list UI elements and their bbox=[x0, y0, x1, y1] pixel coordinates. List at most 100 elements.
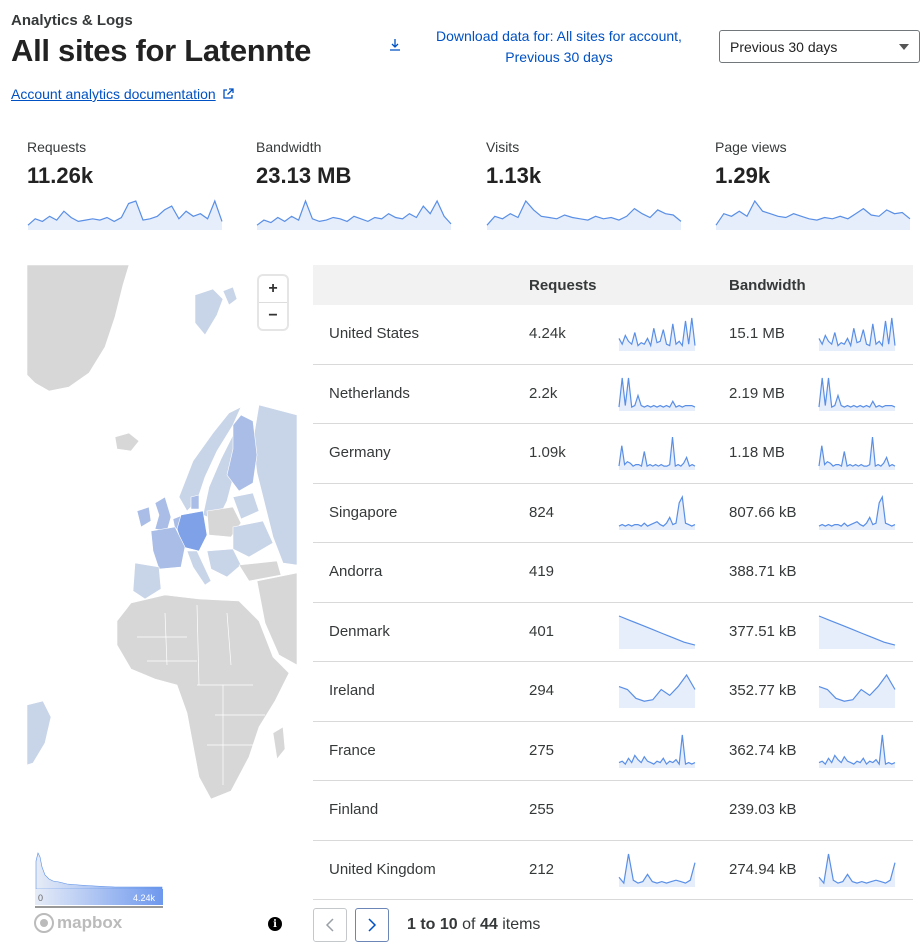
balkans-shape bbox=[206, 548, 242, 578]
info-icon[interactable]: i bbox=[268, 917, 282, 931]
bandwidth-value: 352.77 kB bbox=[729, 682, 797, 699]
sparkline-line bbox=[818, 494, 896, 527]
table-row[interactable]: Netherlands 2.2k 2.19 MB bbox=[313, 365, 913, 424]
germany-shape bbox=[176, 510, 208, 552]
finland-shape bbox=[226, 414, 258, 492]
ukraine-shape bbox=[232, 520, 274, 558]
sparkline-line bbox=[818, 377, 896, 408]
sparkline-line bbox=[818, 673, 896, 702]
stat-label: Requests bbox=[27, 139, 87, 155]
stat-sparkline bbox=[715, 199, 911, 230]
sparkline-line bbox=[818, 317, 896, 348]
stat-value: 11.26k bbox=[27, 163, 94, 188]
stat-value: 1.29k bbox=[715, 163, 771, 188]
zoom-in-button[interactable]: + bbox=[268, 280, 278, 297]
next-page-button[interactable] bbox=[355, 908, 389, 942]
legend-bar bbox=[35, 889, 163, 905]
turkey-shape bbox=[238, 560, 282, 582]
sparkline-area bbox=[819, 675, 895, 708]
country-name: Ireland bbox=[329, 682, 375, 699]
pagination-of: of bbox=[462, 916, 476, 933]
stat-requests: Requests 11.26k bbox=[27, 139, 227, 231]
requests-sparkline bbox=[618, 614, 696, 649]
external-link-icon bbox=[223, 88, 234, 99]
middle-east-shape bbox=[256, 572, 297, 666]
choropleth-map[interactable] bbox=[27, 265, 297, 800]
greenland-shape bbox=[27, 265, 130, 392]
bandwidth-value: 377.51 kB bbox=[729, 622, 797, 640]
table-header: Requests Bandwidth bbox=[313, 265, 913, 305]
world-map-shapes bbox=[27, 265, 297, 800]
legend-max-label: 4.24k bbox=[133, 893, 156, 903]
bandwidth-value: 15.1 MB bbox=[729, 325, 785, 342]
sparkline-line bbox=[618, 853, 696, 885]
account-name: Latennte bbox=[184, 33, 312, 68]
bandwidth-value: 388.71 kB bbox=[729, 563, 797, 580]
download-data-link[interactable]: Download data for: All sites for account… bbox=[436, 28, 682, 65]
sparkline-area bbox=[819, 496, 895, 530]
requests-value: 255 bbox=[529, 801, 555, 818]
table-row[interactable]: Finland 255 239.03 kB bbox=[313, 781, 913, 841]
sparkline-line bbox=[715, 199, 911, 226]
bandwidth-sparkline bbox=[818, 792, 896, 828]
country-name: France bbox=[329, 741, 376, 759]
sparkline-line bbox=[818, 734, 896, 766]
sparkline-line bbox=[618, 494, 696, 527]
bandwidth-sparkline bbox=[818, 853, 896, 887]
country-name: Andorra bbox=[329, 563, 383, 580]
stat-label: Bandwidth bbox=[256, 139, 322, 155]
country-name: United Kingdom bbox=[329, 860, 436, 878]
sparkline-area bbox=[487, 201, 681, 230]
bandwidth-value: 1.18 MB bbox=[729, 444, 785, 461]
requests-sparkline bbox=[618, 436, 696, 470]
requests-value: 401 bbox=[529, 622, 555, 640]
time-range-select[interactable]: Previous 30 days bbox=[719, 30, 920, 63]
requests-value: 2.2k bbox=[529, 384, 558, 402]
requests-sparkline bbox=[618, 494, 696, 530]
sparkline-area bbox=[819, 318, 895, 351]
column-header-bandwidth[interactable]: Bandwidth bbox=[729, 277, 806, 294]
stat-page-views: Page views 1.29k bbox=[715, 139, 915, 231]
table-row[interactable]: United Kingdom 212 274.94 kB bbox=[313, 841, 913, 900]
table-row[interactable]: Denmark 401 377.51 kB bbox=[313, 603, 913, 662]
documentation-link[interactable]: Account analytics documentation bbox=[11, 86, 234, 102]
requests-value: 294 bbox=[529, 682, 555, 699]
bandwidth-value: 807.66 kB bbox=[729, 503, 797, 521]
column-header-requests[interactable]: Requests bbox=[529, 277, 597, 294]
mapbox-logo[interactable]: mapbox bbox=[34, 913, 122, 933]
previous-page-button[interactable] bbox=[313, 908, 347, 942]
sparkline-area bbox=[819, 437, 895, 470]
sparkline-area bbox=[619, 377, 695, 411]
table-row[interactable]: France 275 362.74 kB bbox=[313, 722, 913, 781]
requests-sparkline bbox=[618, 792, 696, 828]
zoom-out-button[interactable]: − bbox=[259, 302, 287, 329]
sparkline-line bbox=[618, 436, 696, 468]
requests-sparkline bbox=[618, 377, 696, 411]
sparkline-area bbox=[819, 853, 895, 887]
africa-borders bbox=[137, 604, 265, 785]
pagination: 1 to 10 of 44 items bbox=[313, 908, 540, 942]
country-name: United States bbox=[329, 325, 420, 342]
download-icon[interactable] bbox=[389, 38, 401, 52]
sparkline-line bbox=[618, 614, 696, 646]
country-name: Finland bbox=[329, 801, 379, 818]
requests-value: 275 bbox=[529, 741, 555, 759]
bandwidth-sparkline bbox=[818, 673, 896, 708]
bandwidth-value: 2.19 MB bbox=[729, 384, 785, 402]
table-row[interactable]: Singapore 824 807.66 kB bbox=[313, 484, 913, 543]
legend-histogram bbox=[35, 852, 163, 890]
stat-value: 1.13k bbox=[486, 163, 542, 188]
table-row[interactable]: Andorra 419 388.71 kB bbox=[313, 543, 913, 603]
requests-value: 212 bbox=[529, 860, 555, 878]
table-row[interactable]: Ireland 294 352.77 kB bbox=[313, 662, 913, 722]
country-name: Germany bbox=[329, 444, 391, 461]
stat-value: 23.13 MB bbox=[256, 163, 352, 188]
bandwidth-sparkline bbox=[818, 377, 896, 411]
stat-label: Page views bbox=[715, 139, 787, 155]
italy-shape bbox=[186, 550, 212, 586]
bandwidth-sparkline bbox=[818, 734, 896, 768]
table-row[interactable]: Germany 1.09k 1.18 MB bbox=[313, 424, 913, 484]
ireland-shape bbox=[136, 506, 152, 528]
table-row[interactable]: United States 4.24k 15.1 MB bbox=[313, 305, 913, 365]
sparkline-area bbox=[819, 377, 895, 411]
